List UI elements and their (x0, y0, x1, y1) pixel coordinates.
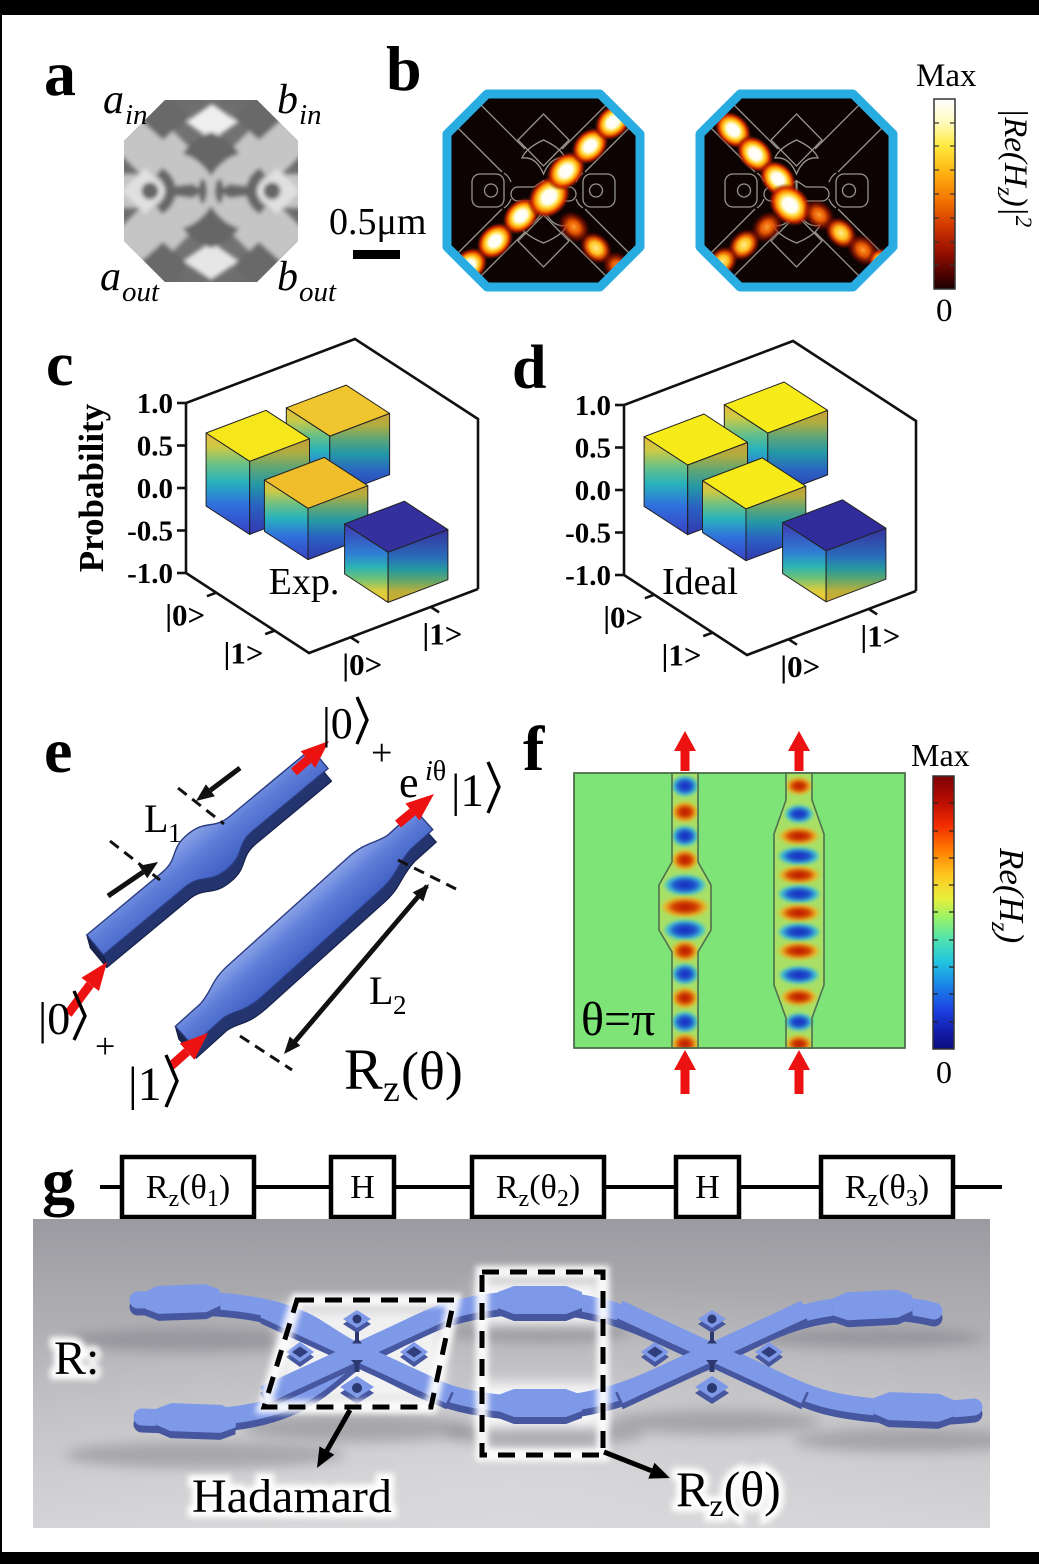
svg-text:|1>: |1> (422, 617, 462, 652)
svg-text:b: b (277, 254, 298, 300)
svg-text:|0>: |0> (603, 600, 643, 635)
svg-text:2: 2 (393, 990, 407, 1020)
svg-text:|0>: |0> (165, 598, 205, 633)
svg-text:L: L (369, 968, 393, 1013)
svg-text:|0>: |0> (780, 649, 820, 684)
svg-text:|1>: |1> (224, 636, 264, 671)
svg-text:in: in (125, 99, 148, 131)
svg-text:+: + (95, 1026, 115, 1066)
svg-text:b: b (277, 77, 298, 123)
svg-text:|0: |0 (322, 699, 353, 748)
svg-text:-0.5: -0.5 (127, 516, 173, 548)
svg-text:Hadamard: Hadamard (192, 1470, 392, 1523)
svg-text:Hadamard: Hadamard (192, 1470, 392, 1523)
svg-text:-0.5: -0.5 (565, 518, 611, 550)
svg-text:a: a (100, 254, 121, 300)
svg-text:in: in (299, 99, 322, 131)
svg-text:0: 0 (936, 293, 953, 329)
svg-text:d: d (512, 334, 546, 402)
svg-text:(θ): (θ) (401, 1041, 463, 1101)
svg-text:1.0: 1.0 (575, 390, 611, 422)
svg-text:z: z (383, 1068, 400, 1110)
svg-text:1.0: 1.0 (137, 388, 173, 420)
svg-text:0.5: 0.5 (137, 431, 173, 463)
svg-text:c: c (46, 331, 74, 399)
svg-text:iθ: iθ (425, 756, 446, 787)
svg-text:Probability: Probability (72, 403, 111, 572)
svg-text:0.5: 0.5 (575, 433, 611, 465)
svg-text:Rz(θ): Rz(θ) (676, 1461, 781, 1523)
svg-text:1: 1 (168, 818, 182, 848)
svg-text:0.5μm: 0.5μm (329, 201, 426, 243)
svg-text:f: f (523, 713, 545, 784)
svg-text:a: a (44, 38, 76, 109)
svg-text:|1: |1 (128, 1058, 162, 1111)
svg-text:e: e (44, 715, 72, 786)
svg-text:a: a (103, 77, 124, 123)
svg-text:-1.0: -1.0 (565, 560, 611, 592)
svg-text:out: out (122, 276, 160, 308)
svg-text:|0>: |0> (342, 647, 382, 682)
svg-text:|Re(Hz)|2: |Re(Hz)|2 (993, 108, 1036, 227)
svg-text:R:: R: (54, 1332, 99, 1385)
svg-text:R: R (344, 1037, 383, 1102)
svg-text:L: L (144, 796, 168, 841)
svg-text:|1: |1 (451, 765, 484, 817)
svg-text:out: out (299, 276, 337, 308)
svg-text:-1.0: -1.0 (127, 558, 173, 590)
svg-text:Max: Max (911, 737, 970, 773)
svg-text:b: b (386, 33, 422, 104)
svg-text:H: H (350, 1169, 375, 1206)
svg-text:e: e (399, 758, 419, 807)
svg-text:0.0: 0.0 (137, 473, 173, 505)
svg-text:Max: Max (916, 58, 977, 94)
svg-text:Exp.: Exp. (269, 561, 340, 603)
svg-text:0.0: 0.0 (575, 475, 611, 507)
svg-text:+: + (371, 732, 392, 774)
svg-text:|1>: |1> (860, 619, 900, 654)
svg-text:g: g (42, 1145, 75, 1218)
svg-text:Re(Hz): Re(Hz) (986, 847, 1031, 943)
svg-text:Rz(θ): Rz(θ) (676, 1461, 781, 1523)
svg-text:H: H (695, 1169, 720, 1206)
svg-text:0: 0 (936, 1054, 952, 1090)
svg-text:|0: |0 (38, 993, 70, 1044)
svg-text:θ=π: θ=π (581, 993, 655, 1046)
svg-text:Ideal: Ideal (662, 561, 738, 603)
svg-text:R:: R: (54, 1332, 99, 1385)
svg-text:|1>: |1> (662, 638, 702, 673)
